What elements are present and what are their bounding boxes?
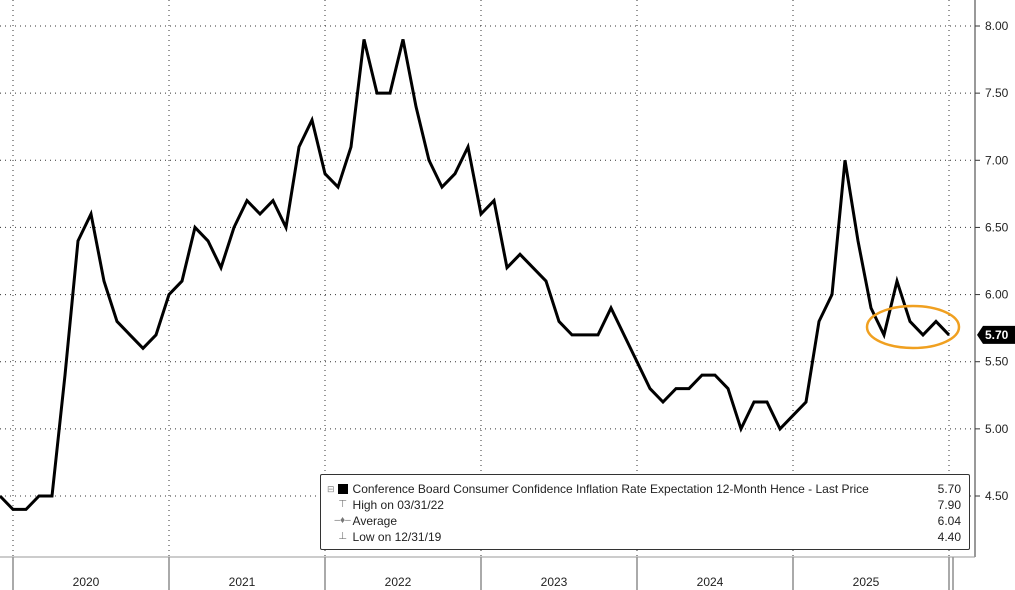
low-marker-icon: ⊥: [338, 531, 347, 542]
legend-row-series: ⊟ Conference Board Consumer Confidence I…: [327, 481, 961, 497]
legend-high-label: High on 03/31/22: [352, 498, 444, 512]
series-line: [0, 39, 951, 511]
y-tick-label: 8.00: [985, 19, 1009, 33]
high-marker-icon: ⊤: [338, 499, 347, 510]
year-label: 2025: [853, 575, 880, 589]
series-group: [0, 39, 951, 511]
legend-high-value: 7.90: [937, 498, 961, 512]
collapse-icon[interactable]: ⊟: [327, 484, 335, 494]
y-tick-label: 6.00: [985, 288, 1009, 302]
legend-row-low: ⊟ ⊥ Low on 12/31/19 4.40: [327, 529, 961, 545]
legend-low-value: 4.40: [937, 530, 961, 544]
y-tick-label: 6.50: [985, 220, 1009, 234]
legend-average-label: Average: [352, 514, 398, 528]
legend-row-average: ⊟ –♦– Average 6.04: [327, 513, 961, 529]
overlay-group: 5.70: [865, 304, 1015, 350]
legend-box: ⊟ Conference Board Consumer Confidence I…: [320, 474, 970, 550]
year-label: 2023: [541, 575, 568, 589]
average-marker-icon: –♦–: [334, 515, 351, 526]
legend-last-price: 5.70: [937, 482, 961, 496]
legend-row-high: ⊟ ⊤ High on 03/31/22 7.90: [327, 497, 961, 513]
y-tick-label: 5.00: [985, 422, 1009, 436]
legend-average-value: 6.04: [937, 514, 961, 528]
last-price-label: 5.70: [985, 328, 1009, 342]
y-tick-label: 5.50: [985, 355, 1009, 369]
y-tick-label: 4.50: [985, 489, 1009, 503]
year-label: 2024: [697, 575, 724, 589]
year-label: 2022: [385, 575, 412, 589]
y-tick-label: 7.50: [985, 86, 1009, 100]
highlight-ellipse: [865, 304, 961, 350]
legend-low-label: Low on 12/31/19: [352, 530, 442, 544]
y-tick-label: 7.00: [985, 153, 1009, 167]
series-swatch-icon: [337, 483, 349, 495]
year-label: 2021: [229, 575, 256, 589]
last-price-tag: [977, 325, 1015, 344]
year-label: 2020: [73, 575, 100, 589]
legend-series-title: Conference Board Consumer Confidence Inf…: [352, 482, 869, 496]
